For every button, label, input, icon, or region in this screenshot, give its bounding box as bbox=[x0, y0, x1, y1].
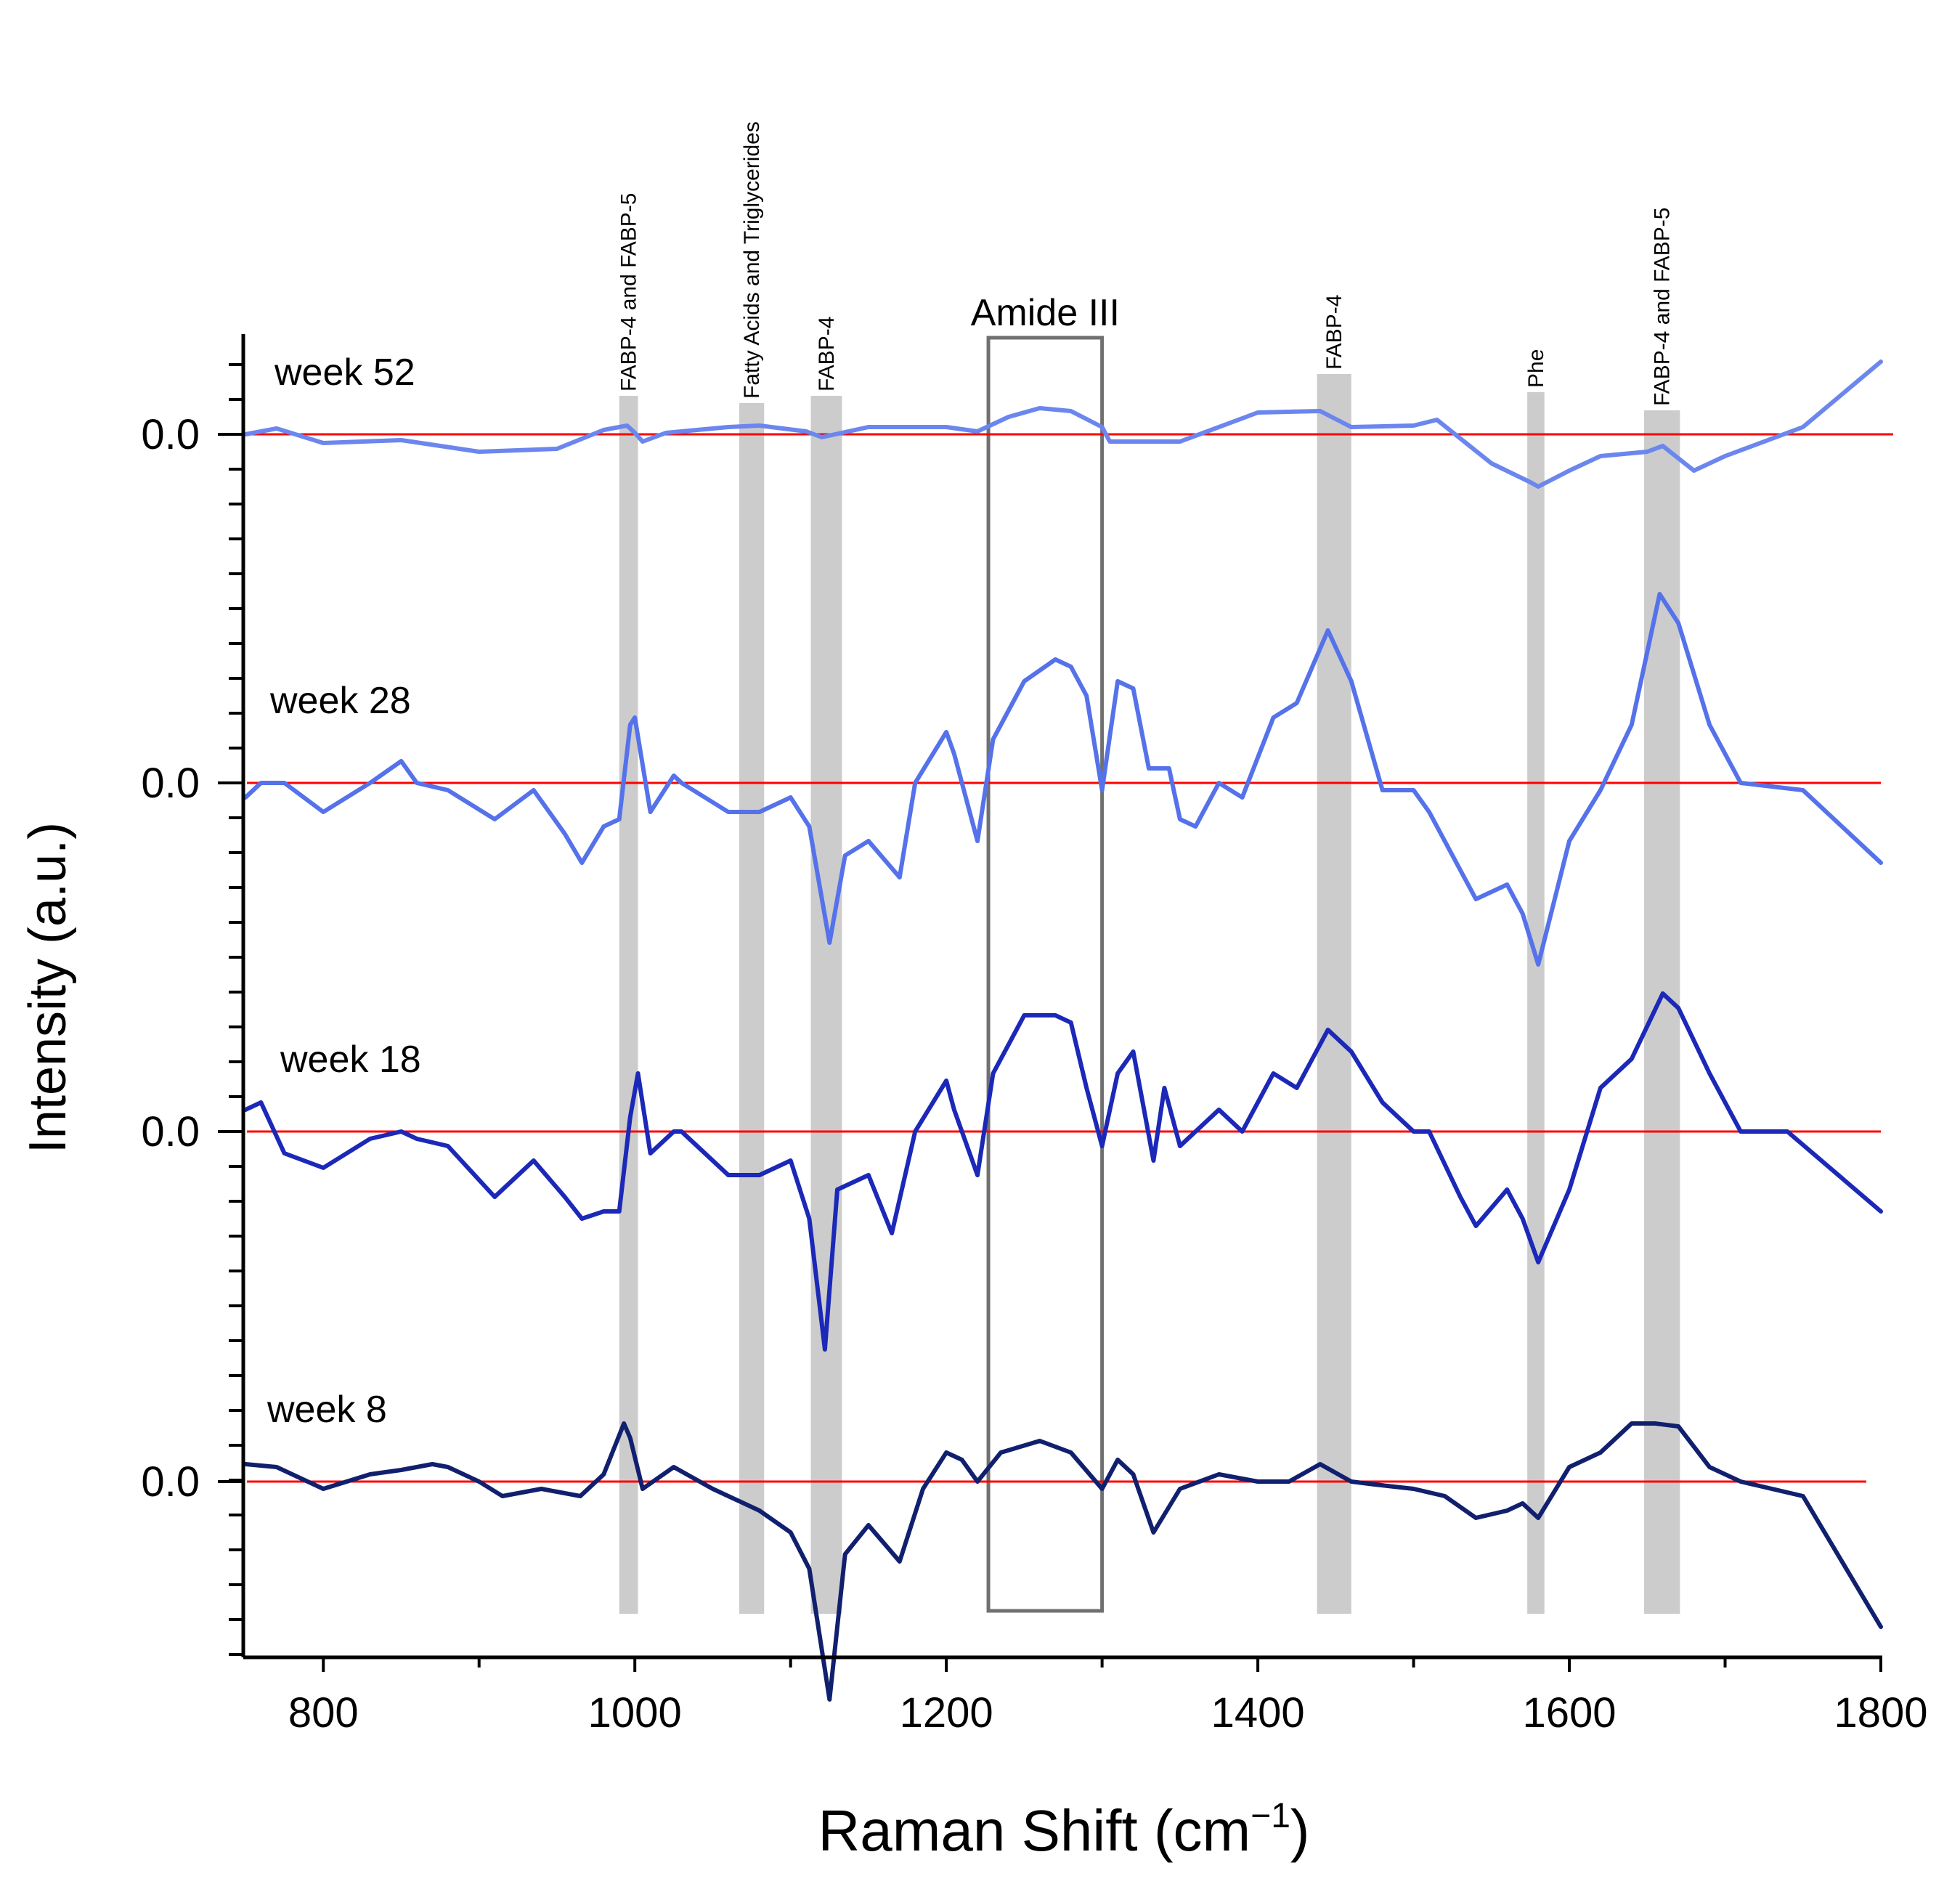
series-label-week18: week 18 bbox=[280, 1039, 421, 1081]
series-label-week52: week 52 bbox=[274, 352, 415, 394]
x-tick-label-1600: 1600 bbox=[1523, 1689, 1617, 1736]
series-label-week28: week 28 bbox=[269, 680, 411, 722]
y-tick-label-week52: 0.0 bbox=[141, 411, 200, 458]
band-label-6: FABP-4 and FABP-5 bbox=[1651, 208, 1675, 406]
y-tick-label-week28: 0.0 bbox=[141, 760, 200, 807]
band-2 bbox=[739, 403, 765, 1614]
x-tick-label-1400: 1400 bbox=[1211, 1689, 1305, 1736]
x-axis-title: Raman Shift (cm−1) bbox=[818, 1797, 1309, 1863]
band-label-2: Fatty Acids and Triglycerides bbox=[740, 121, 764, 399]
band-label-group: FABP-4 and FABP-5 Fatty Acids and Triglyc… bbox=[617, 121, 1675, 406]
x-axis-title-close: ) bbox=[1290, 1798, 1310, 1863]
series-line-week8 bbox=[243, 1421, 1883, 1702]
series-label-week8: week 8 bbox=[267, 1389, 387, 1431]
series-line-week52 bbox=[243, 360, 1883, 489]
band-3 bbox=[810, 396, 842, 1614]
band-label-3: FABP-4 bbox=[815, 317, 839, 391]
band-label-5: Phe bbox=[1524, 349, 1548, 388]
series-line-week28 bbox=[243, 592, 1883, 967]
x-tick-label-1000: 1000 bbox=[588, 1689, 682, 1736]
amide-iii-label: Amide III bbox=[971, 292, 1120, 334]
band-label-1: FABP-4 and FABP-5 bbox=[617, 193, 641, 391]
x-axis-title-main: Raman Shift (cm bbox=[818, 1798, 1251, 1863]
series-line-week18 bbox=[243, 991, 1883, 1352]
x-tick-label-1800: 1800 bbox=[1834, 1689, 1927, 1736]
series-label-group: week 52 week 28 week 18 week 8 bbox=[267, 352, 421, 1431]
y-tick-label-week18: 0.0 bbox=[141, 1108, 200, 1155]
x-tick-group bbox=[322, 1657, 1882, 1672]
baseline-group bbox=[247, 433, 1893, 1483]
amide-iii-box bbox=[986, 336, 1105, 1613]
band-5 bbox=[1527, 392, 1545, 1614]
x-tick-label-group: 800 1000 1200 1400 1600 1800 bbox=[288, 1689, 1928, 1736]
x-axis-title-sup: −1 bbox=[1251, 1797, 1290, 1835]
series-group bbox=[243, 360, 1883, 1702]
y-axis-title: Intensity (a.u.) bbox=[19, 822, 77, 1153]
band-label-4: FABP-4 bbox=[1322, 295, 1346, 370]
y-tick-label-group: 0.0 0.0 0.0 0.0 bbox=[141, 411, 200, 1506]
x-tick-label-1200: 1200 bbox=[900, 1689, 993, 1736]
band-1 bbox=[619, 396, 638, 1614]
band-4 bbox=[1317, 374, 1351, 1614]
y-tick-label-week8: 0.0 bbox=[141, 1458, 200, 1506]
y-tick-group bbox=[218, 363, 243, 1656]
band-6 bbox=[1643, 410, 1680, 1614]
x-tick-label-800: 800 bbox=[288, 1689, 359, 1736]
band-group bbox=[619, 374, 1680, 1614]
